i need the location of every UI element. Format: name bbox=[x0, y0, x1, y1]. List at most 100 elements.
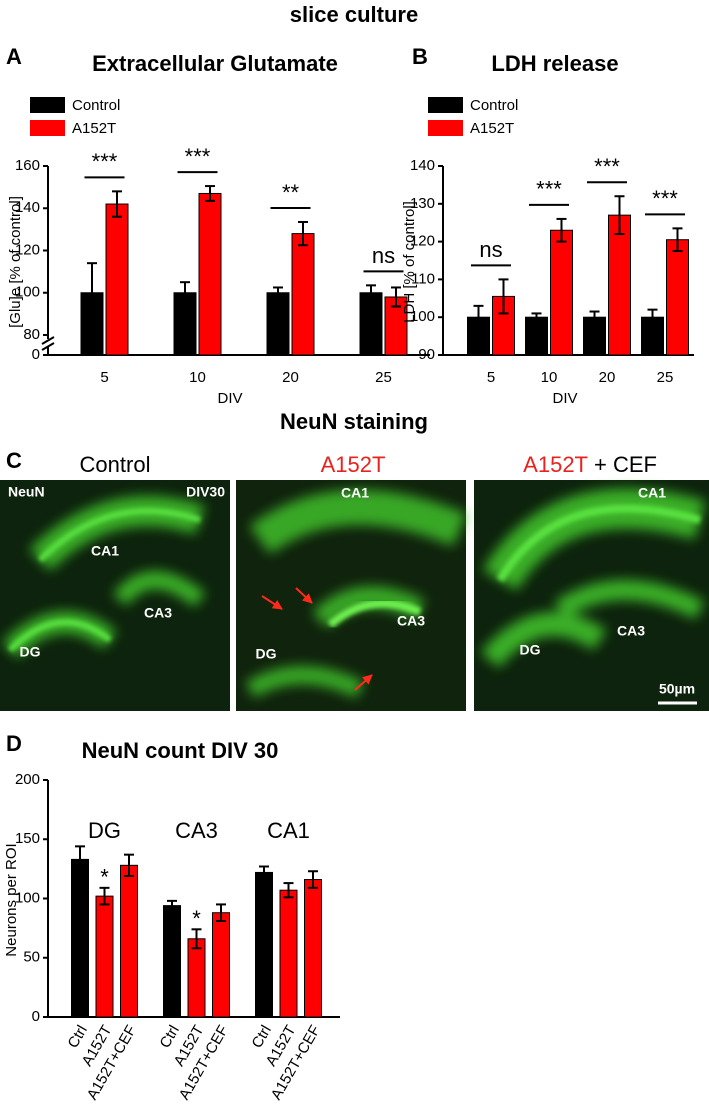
bar bbox=[550, 229, 573, 356]
legend-swatch bbox=[428, 120, 463, 136]
error-bar bbox=[112, 190, 122, 218]
error-bar bbox=[308, 870, 318, 889]
x-axis-label: DIV bbox=[552, 390, 577, 407]
x-tick-label: 10 bbox=[541, 369, 558, 386]
group-label: CA1 bbox=[267, 818, 310, 843]
column-title: A152T bbox=[523, 452, 588, 477]
x-tick-label: 5 bbox=[100, 369, 108, 386]
group-label: CA3 bbox=[175, 818, 218, 843]
bar bbox=[71, 858, 89, 1018]
y-tick-label: 0 bbox=[32, 346, 40, 363]
bar bbox=[666, 239, 689, 356]
error-bar bbox=[87, 262, 97, 324]
significance-label: *** bbox=[536, 177, 562, 202]
bar bbox=[187, 938, 206, 1018]
image-label: CA3 bbox=[397, 613, 425, 629]
image-label: NeuN bbox=[8, 484, 45, 500]
bar bbox=[266, 292, 290, 356]
image-label: DG bbox=[20, 644, 41, 660]
image-label: DIV30 bbox=[186, 484, 225, 500]
image-label: CA3 bbox=[617, 623, 645, 639]
legend-swatch bbox=[30, 120, 65, 136]
bar bbox=[212, 912, 230, 1018]
micrograph bbox=[236, 480, 467, 711]
image-label: DG bbox=[256, 646, 277, 662]
significance-label: ns bbox=[479, 237, 502, 262]
bar bbox=[291, 233, 315, 356]
y-tick-label: 130 bbox=[410, 195, 435, 212]
panel-letter: A bbox=[6, 44, 22, 69]
error-bar bbox=[498, 278, 509, 315]
x-tick-label: 5 bbox=[487, 369, 495, 386]
significance-label: *** bbox=[185, 144, 211, 169]
y-tick-label: 120 bbox=[15, 241, 40, 258]
error-bar bbox=[556, 217, 567, 243]
column-title: Control bbox=[80, 452, 151, 477]
group-label: DG bbox=[88, 818, 121, 843]
figure-title: slice culture bbox=[290, 2, 418, 27]
significance-label: * bbox=[192, 906, 201, 931]
significance-label: *** bbox=[594, 154, 620, 179]
significance-label: *** bbox=[92, 149, 118, 174]
error-bar bbox=[167, 899, 177, 912]
bar bbox=[163, 905, 181, 1018]
significance-label: * bbox=[100, 865, 109, 890]
error-bar bbox=[391, 286, 401, 308]
error-bar bbox=[180, 281, 190, 305]
axis-break bbox=[41, 336, 55, 345]
x-axis-label: DIV bbox=[217, 390, 242, 407]
error-bar bbox=[366, 284, 376, 302]
error-bar bbox=[75, 845, 85, 874]
bar bbox=[279, 889, 298, 1018]
error-bar bbox=[259, 865, 269, 880]
y-tick-label: 50 bbox=[23, 949, 40, 966]
error-bar bbox=[614, 195, 625, 236]
bar bbox=[359, 292, 383, 356]
error-bar bbox=[298, 220, 308, 247]
panel-letter: D bbox=[6, 731, 22, 756]
bar bbox=[255, 871, 273, 1018]
error-bar bbox=[473, 304, 484, 330]
significance-label: ** bbox=[282, 180, 300, 205]
y-axis-label: Neurons per ROI bbox=[3, 843, 20, 956]
y-tick-label: 140 bbox=[15, 199, 40, 216]
y-tick-label: 150 bbox=[15, 830, 40, 847]
legend-swatch bbox=[428, 97, 463, 113]
y-tick-label: 90 bbox=[418, 346, 435, 363]
legend-label: Control bbox=[470, 97, 518, 114]
panel-letter: C bbox=[6, 448, 22, 473]
section-title: NeuN staining bbox=[280, 409, 428, 434]
chart-title: NeuN count DIV 30 bbox=[82, 738, 279, 763]
image-label: CA1 bbox=[638, 485, 666, 501]
image-label: 50µm bbox=[659, 681, 695, 697]
micrograph bbox=[0, 480, 230, 711]
y-tick-label: 140 bbox=[410, 157, 435, 174]
image-label: DG bbox=[520, 642, 541, 658]
legend-label: Control bbox=[72, 97, 120, 114]
image-label: CA1 bbox=[91, 543, 119, 559]
y-tick-label: 100 bbox=[15, 284, 40, 301]
error-bar bbox=[99, 886, 110, 906]
micrograph bbox=[474, 480, 709, 711]
y-tick-label: 160 bbox=[15, 157, 40, 174]
x-tick-label: 20 bbox=[599, 369, 616, 386]
error-bar bbox=[124, 853, 134, 877]
error-bar bbox=[647, 308, 658, 326]
significance-label: *** bbox=[652, 186, 678, 211]
x-tick-label: 20 bbox=[282, 369, 299, 386]
bar bbox=[95, 895, 114, 1018]
error-bar bbox=[216, 903, 226, 923]
x-tick-label: 10 bbox=[189, 369, 206, 386]
y-axis-label: LDH [% of control] bbox=[401, 201, 418, 323]
bar bbox=[198, 192, 222, 356]
y-tick-label: 100 bbox=[15, 889, 40, 906]
image-label: CA1 bbox=[341, 485, 369, 501]
bar bbox=[525, 316, 548, 356]
y-tick-label: 110 bbox=[411, 270, 435, 287]
y-axis-label: [Glu]e [% of control] bbox=[7, 196, 24, 328]
bar bbox=[608, 214, 631, 356]
y-tick-label: 200 bbox=[15, 771, 40, 788]
legend-swatch bbox=[30, 97, 65, 113]
significance-label: ns bbox=[372, 243, 395, 268]
